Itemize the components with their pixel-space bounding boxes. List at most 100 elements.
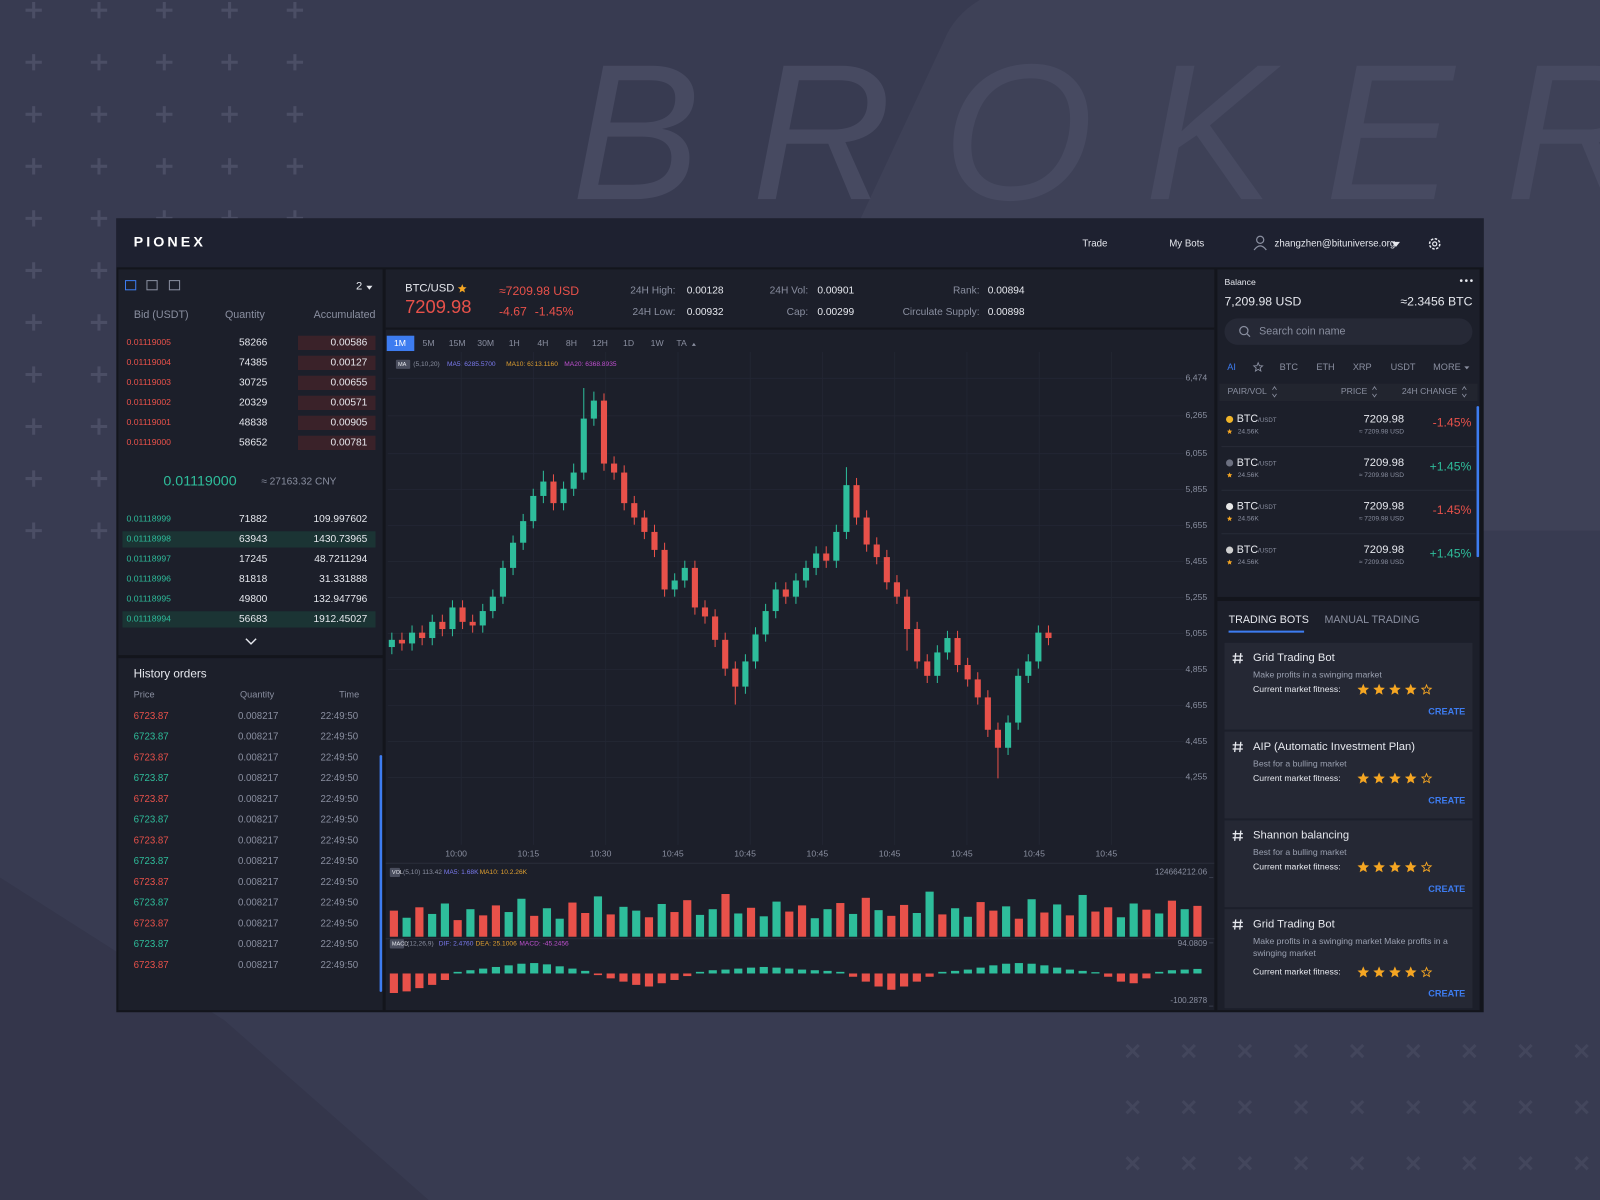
- volume-bar: [1193, 905, 1202, 937]
- volume-bar: [785, 911, 794, 937]
- more-dots[interactable]: [1465, 279, 1468, 282]
- plus-icon: [25, 158, 42, 175]
- candle-body: [853, 485, 860, 518]
- create-button[interactable]: CREATE: [1428, 988, 1465, 998]
- candle-body: [833, 531, 840, 561]
- column-header[interactable]: 24H CHANGE: [1402, 386, 1458, 396]
- candle-body: [873, 544, 880, 558]
- macd-bar: [785, 968, 794, 974]
- interval-button[interactable]: 4H: [537, 338, 548, 348]
- cross-icon: [1293, 1043, 1309, 1059]
- interval-button[interactable]: 1H: [509, 338, 520, 348]
- volume-bar: [1129, 903, 1138, 937]
- favorites-tab[interactable]: [1252, 361, 1264, 373]
- rating-star-empty: [1420, 772, 1433, 784]
- market-tab[interactable]: BTC: [1280, 362, 1299, 372]
- plus-icon: [286, 106, 304, 123]
- market-tab[interactable]: MORE: [1433, 362, 1461, 372]
- column-header[interactable]: PRICE: [1341, 386, 1368, 396]
- interval-button[interactable]: 15M: [449, 338, 466, 348]
- column-header: Time: [339, 689, 359, 699]
- macd-bar: [593, 973, 603, 976]
- view-icon[interactable]: [168, 280, 181, 291]
- macd-bar: [951, 970, 960, 974]
- market-tab[interactable]: AI: [1227, 362, 1236, 372]
- view-icon[interactable]: [146, 280, 158, 291]
- rating-star: [1357, 861, 1370, 873]
- pair-volume: 24.56K: [1238, 472, 1260, 479]
- pair-price: 7209.98: [1364, 544, 1405, 556]
- sort-icon: [1461, 385, 1467, 398]
- order-price: 6723.87: [134, 815, 169, 826]
- cross-icon: [1181, 1099, 1196, 1115]
- candle-body: [520, 521, 527, 543]
- candle-body: [600, 400, 608, 464]
- plus-icon: [286, 158, 304, 175]
- user-email[interactable]: zhangzhen@bituniverse.org: [1274, 238, 1395, 249]
- bots-tab[interactable]: MANUAL TRADING: [1324, 614, 1419, 626]
- ask-quantity: 58652: [239, 438, 268, 449]
- candle-body: [883, 557, 890, 583]
- rating-star: [1404, 772, 1417, 784]
- more-dots[interactable]: [1470, 279, 1473, 282]
- interval-button[interactable]: 12H: [592, 338, 608, 348]
- rating-star: [1357, 772, 1370, 784]
- interval-button[interactable]: 1W: [651, 338, 665, 348]
- interval-button[interactable]: 8H: [566, 338, 577, 348]
- plus-icon: [156, 54, 173, 71]
- order-time: 22:49:50: [320, 918, 358, 929]
- y-tick-label: 6,474: [1185, 373, 1207, 383]
- interval-button[interactable]: 1M: [394, 338, 406, 348]
- macd-bar: [670, 973, 679, 980]
- order-price: 6723.87: [134, 794, 169, 805]
- search-box[interactable]: [1224, 318, 1473, 345]
- nav-link[interactable]: Trade: [1082, 238, 1107, 249]
- create-button[interactable]: CREATE: [1428, 795, 1465, 805]
- favorite-star[interactable]: [1226, 515, 1233, 522]
- depth-select[interactable]: 2: [356, 281, 362, 293]
- create-button[interactable]: CREATE: [1428, 707, 1465, 717]
- volume-bar: [581, 912, 590, 937]
- interval-button[interactable]: 5M: [423, 338, 435, 348]
- ask-accumulated: 0.00571: [331, 398, 368, 409]
- volume-bar: [453, 920, 462, 937]
- interval-button[interactable]: 1D: [623, 338, 634, 348]
- plus-icon: [25, 418, 42, 435]
- nav-link[interactable]: My Bots: [1169, 238, 1204, 249]
- market-tab[interactable]: XRP: [1353, 362, 1372, 372]
- expand-chevron[interactable]: [245, 638, 257, 645]
- plus-icon: [90, 470, 108, 487]
- candle-body: [984, 697, 991, 730]
- cross-icon: [1293, 1099, 1309, 1115]
- column-header: Accumulated: [314, 309, 376, 321]
- macd-bar: [797, 969, 807, 974]
- more-dots[interactable]: [1459, 279, 1463, 282]
- pair-base: BTC: [1237, 500, 1259, 512]
- create-button[interactable]: CREATE: [1428, 884, 1465, 894]
- plus-icon: [90, 106, 108, 123]
- volume-bar: [504, 912, 513, 937]
- favorite-star[interactable]: [1226, 428, 1233, 434]
- interval-button[interactable]: TA: [676, 338, 687, 348]
- plus-icon: [90, 262, 108, 279]
- volume-bar: [861, 897, 870, 937]
- volume-bar: [530, 915, 539, 937]
- macd-bar: [581, 970, 590, 974]
- order-price: 6723.87: [134, 877, 169, 888]
- ask-accumulated: 0.00127: [331, 358, 368, 369]
- view-icon[interactable]: [125, 280, 137, 291]
- candle-body: [903, 596, 911, 630]
- column-header[interactable]: PAIR/VOL: [1228, 386, 1267, 396]
- cross-icon: [1574, 1043, 1589, 1059]
- market-tab[interactable]: ETH: [1316, 362, 1334, 372]
- settings-icon[interactable]: [1428, 238, 1441, 250]
- y-tick-label: 4,455: [1185, 736, 1207, 746]
- favorite-star[interactable]: [1226, 472, 1233, 478]
- favorite-star[interactable]: [1226, 559, 1233, 565]
- market-tab[interactable]: USDT: [1391, 362, 1416, 372]
- favorite-star[interactable]: [457, 284, 467, 293]
- legend-text: MACD: -45.2456: [519, 941, 569, 948]
- bots-tab[interactable]: TRADING BOTS: [1229, 614, 1309, 626]
- interval-button[interactable]: 30M: [477, 338, 494, 348]
- price-change: -4.67: [499, 304, 527, 318]
